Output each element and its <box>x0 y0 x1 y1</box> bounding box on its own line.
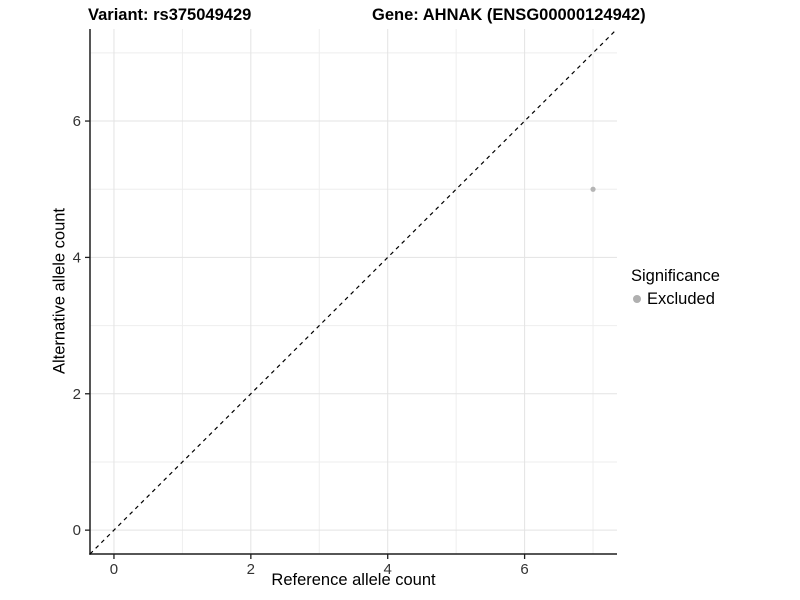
plot-title-variant: Variant: rs375049429 <box>88 6 252 24</box>
legend-items: Excluded <box>631 289 720 309</box>
y-tick-label: 4 <box>73 249 81 266</box>
y-tick-label: 2 <box>73 386 81 403</box>
legend-title: Significance <box>631 267 720 285</box>
x-tick-label: 4 <box>384 561 392 578</box>
x-axis-title: Reference allele count <box>271 571 436 589</box>
data-point <box>590 186 596 192</box>
x-tick-label: 2 <box>247 561 255 578</box>
x-tick-label: 6 <box>520 561 528 578</box>
legend-item-label: Excluded <box>647 290 715 308</box>
y-tick-label: 6 <box>73 113 81 130</box>
y-axis-title: Alternative allele count <box>50 207 69 375</box>
identity-line <box>89 28 618 555</box>
legend: Significance Excluded <box>631 267 720 309</box>
x-tick-label: 0 <box>110 561 118 578</box>
y-tick-label: 0 <box>73 522 81 539</box>
legend-point-icon <box>633 295 641 303</box>
plot-title-gene: Gene: AHNAK (ENSG00000124942) <box>372 6 646 24</box>
legend-item: Excluded <box>633 289 720 309</box>
